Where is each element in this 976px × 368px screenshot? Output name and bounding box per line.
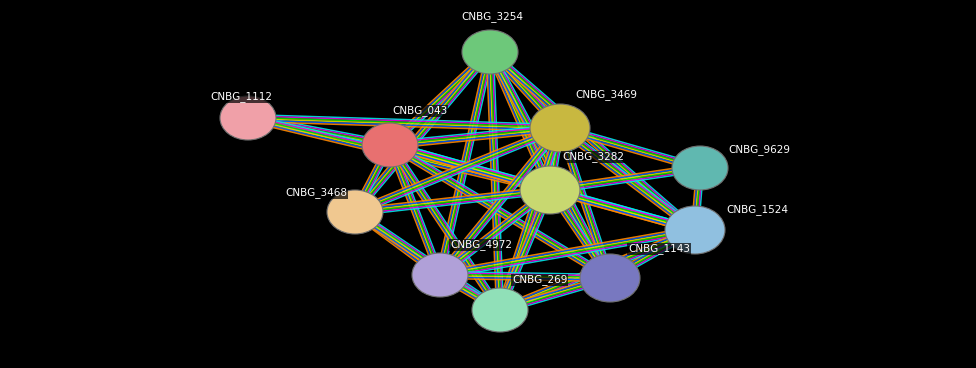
Text: CNBG_1143: CNBG_1143 xyxy=(628,243,690,254)
Text: CNBG_1524: CNBG_1524 xyxy=(726,204,788,215)
Text: CNBG_1112: CNBG_1112 xyxy=(210,91,272,102)
Ellipse shape xyxy=(520,166,580,214)
Ellipse shape xyxy=(580,254,640,302)
Ellipse shape xyxy=(472,288,528,332)
Text: CNBG_269: CNBG_269 xyxy=(512,274,567,285)
Ellipse shape xyxy=(412,253,468,297)
Ellipse shape xyxy=(362,123,418,167)
Text: CNBG_3282: CNBG_3282 xyxy=(562,151,624,162)
Text: CNBG_9629: CNBG_9629 xyxy=(728,144,790,155)
Ellipse shape xyxy=(665,206,725,254)
Ellipse shape xyxy=(530,104,590,152)
Ellipse shape xyxy=(672,146,728,190)
Ellipse shape xyxy=(327,190,383,234)
Text: CNBG_3469: CNBG_3469 xyxy=(575,89,637,100)
Text: CNBG_3254: CNBG_3254 xyxy=(461,11,523,22)
Ellipse shape xyxy=(220,96,276,140)
Text: CNBG_3468: CNBG_3468 xyxy=(285,187,347,198)
Text: CNBG_043: CNBG_043 xyxy=(392,105,447,116)
Ellipse shape xyxy=(462,30,518,74)
Text: CNBG_4972: CNBG_4972 xyxy=(450,239,512,250)
